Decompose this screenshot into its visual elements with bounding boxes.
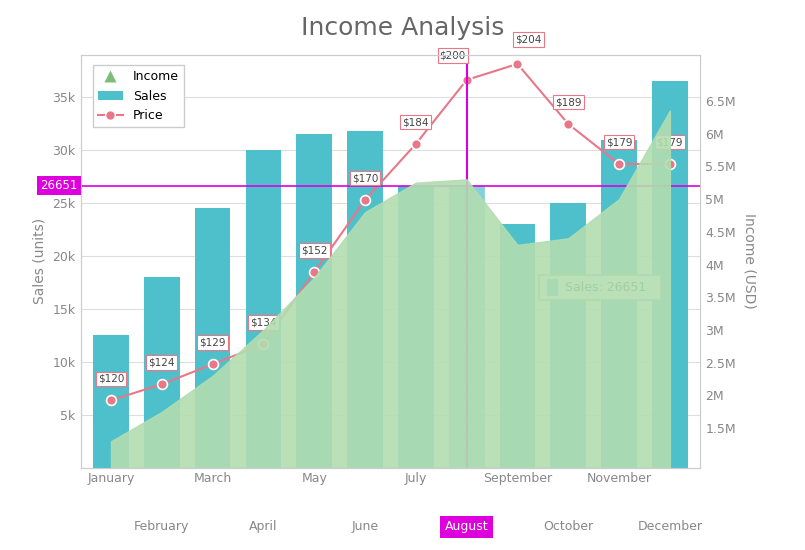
Bar — [547, 279, 558, 296]
Point — [155, 380, 168, 389]
Text: $152: $152 — [301, 245, 328, 255]
Text: $129: $129 — [200, 338, 226, 348]
Text: $179: $179 — [657, 138, 683, 147]
Bar — [144, 277, 180, 468]
Point — [663, 160, 676, 168]
Text: $134: $134 — [250, 317, 277, 328]
Bar — [246, 150, 281, 468]
Bar — [652, 81, 687, 467]
Text: $204: $204 — [515, 35, 542, 45]
Text: $184: $184 — [402, 117, 429, 128]
Text: Sales: 26651: Sales: 26651 — [546, 281, 654, 294]
Bar — [449, 185, 485, 467]
Text: February: February — [134, 520, 189, 534]
Text: April: April — [250, 520, 278, 534]
Text: December: December — [638, 520, 703, 534]
Point — [511, 59, 524, 68]
Point — [460, 75, 473, 84]
Text: $170: $170 — [352, 173, 378, 183]
Text: October: October — [543, 520, 593, 534]
Point — [410, 140, 423, 148]
Text: 26651: 26651 — [40, 179, 78, 192]
Text: August: August — [445, 520, 489, 534]
Point — [105, 396, 118, 405]
Bar — [500, 224, 535, 468]
Bar — [347, 131, 383, 468]
Bar — [601, 140, 637, 468]
Point — [308, 268, 320, 277]
Point — [562, 119, 575, 128]
Point — [206, 360, 219, 368]
Y-axis label: Sales (units): Sales (units) — [33, 218, 47, 304]
Text: $200: $200 — [440, 51, 466, 60]
Text: Income Analysis: Income Analysis — [301, 16, 504, 41]
Text: $124: $124 — [149, 358, 175, 367]
Bar — [296, 134, 332, 468]
Text: $179: $179 — [606, 138, 632, 147]
Text: June: June — [352, 520, 378, 534]
Bar — [551, 203, 586, 468]
Y-axis label: Income (USD): Income (USD) — [743, 213, 757, 309]
Point — [358, 196, 371, 205]
Legend: Income, Sales, Price: Income, Sales, Price — [93, 65, 184, 127]
Text: $189: $189 — [555, 97, 581, 107]
Point — [613, 160, 625, 168]
Bar — [195, 208, 230, 468]
Bar — [93, 336, 129, 468]
Text: $120: $120 — [97, 373, 124, 383]
Point — [257, 340, 270, 349]
Bar — [398, 185, 434, 467]
